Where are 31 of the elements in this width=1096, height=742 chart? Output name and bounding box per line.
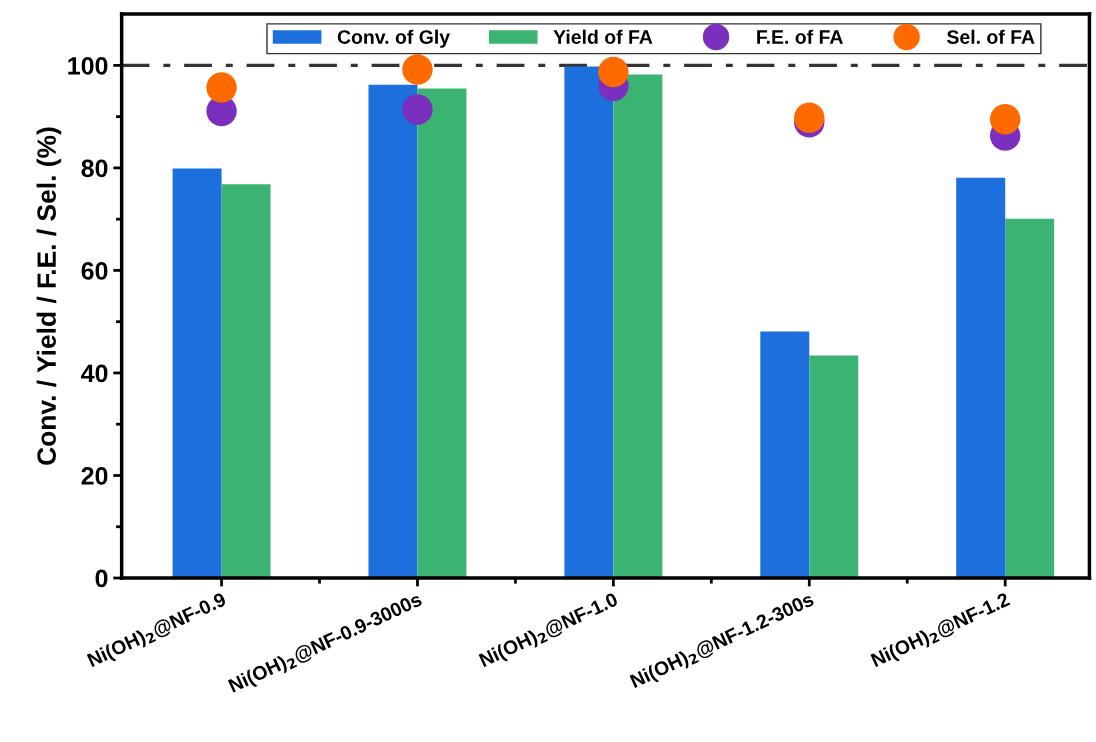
legend-label: Yield of FA — [553, 29, 653, 44]
y-axis-title: Conv. / Yield / F.E. / Sel. (%) — [36, 127, 62, 465]
point — [206, 72, 237, 103]
point — [598, 56, 629, 88]
y-tick-label: 20 — [81, 467, 108, 485]
point — [402, 54, 433, 85]
legend-label: Conv. of Gly — [337, 29, 450, 48]
bar — [417, 88, 467, 579]
x-tick-label: Ni(OH)$_{2}$@NF-1.2-300s — [629, 591, 817, 692]
y-tick-label: 80 — [81, 159, 108, 178]
point — [402, 94, 433, 125]
bar — [809, 355, 859, 579]
bar — [172, 168, 222, 579]
x-tick-label: Ni(OH)$_{2}$@NF-0.9 — [86, 591, 229, 671]
bar — [1005, 218, 1055, 579]
x-tick-label: Ni(OH)$_{2}$@NF-0.9-3000s — [227, 591, 425, 697]
bar — [221, 184, 271, 579]
bar — [760, 331, 810, 579]
y-tick-label: 40 — [81, 364, 108, 383]
x-tick-label: Ni(OH)$_{2}$@NF-1.2 — [870, 591, 1012, 671]
bar — [613, 74, 663, 579]
y-tick-label: 0 — [95, 569, 108, 588]
bar — [564, 66, 614, 579]
point — [989, 103, 1021, 135]
y-tick-label: 60 — [81, 262, 108, 280]
bar — [368, 84, 418, 579]
x-tick-label: Ni(OH)$_{2}$@NF-1.0 — [478, 591, 621, 671]
y-tick-label: 100 — [68, 56, 108, 75]
legend-label: Sel. of FA — [947, 29, 1035, 44]
legend-label: F.E. of FA — [757, 29, 843, 44]
bar — [956, 177, 1006, 579]
